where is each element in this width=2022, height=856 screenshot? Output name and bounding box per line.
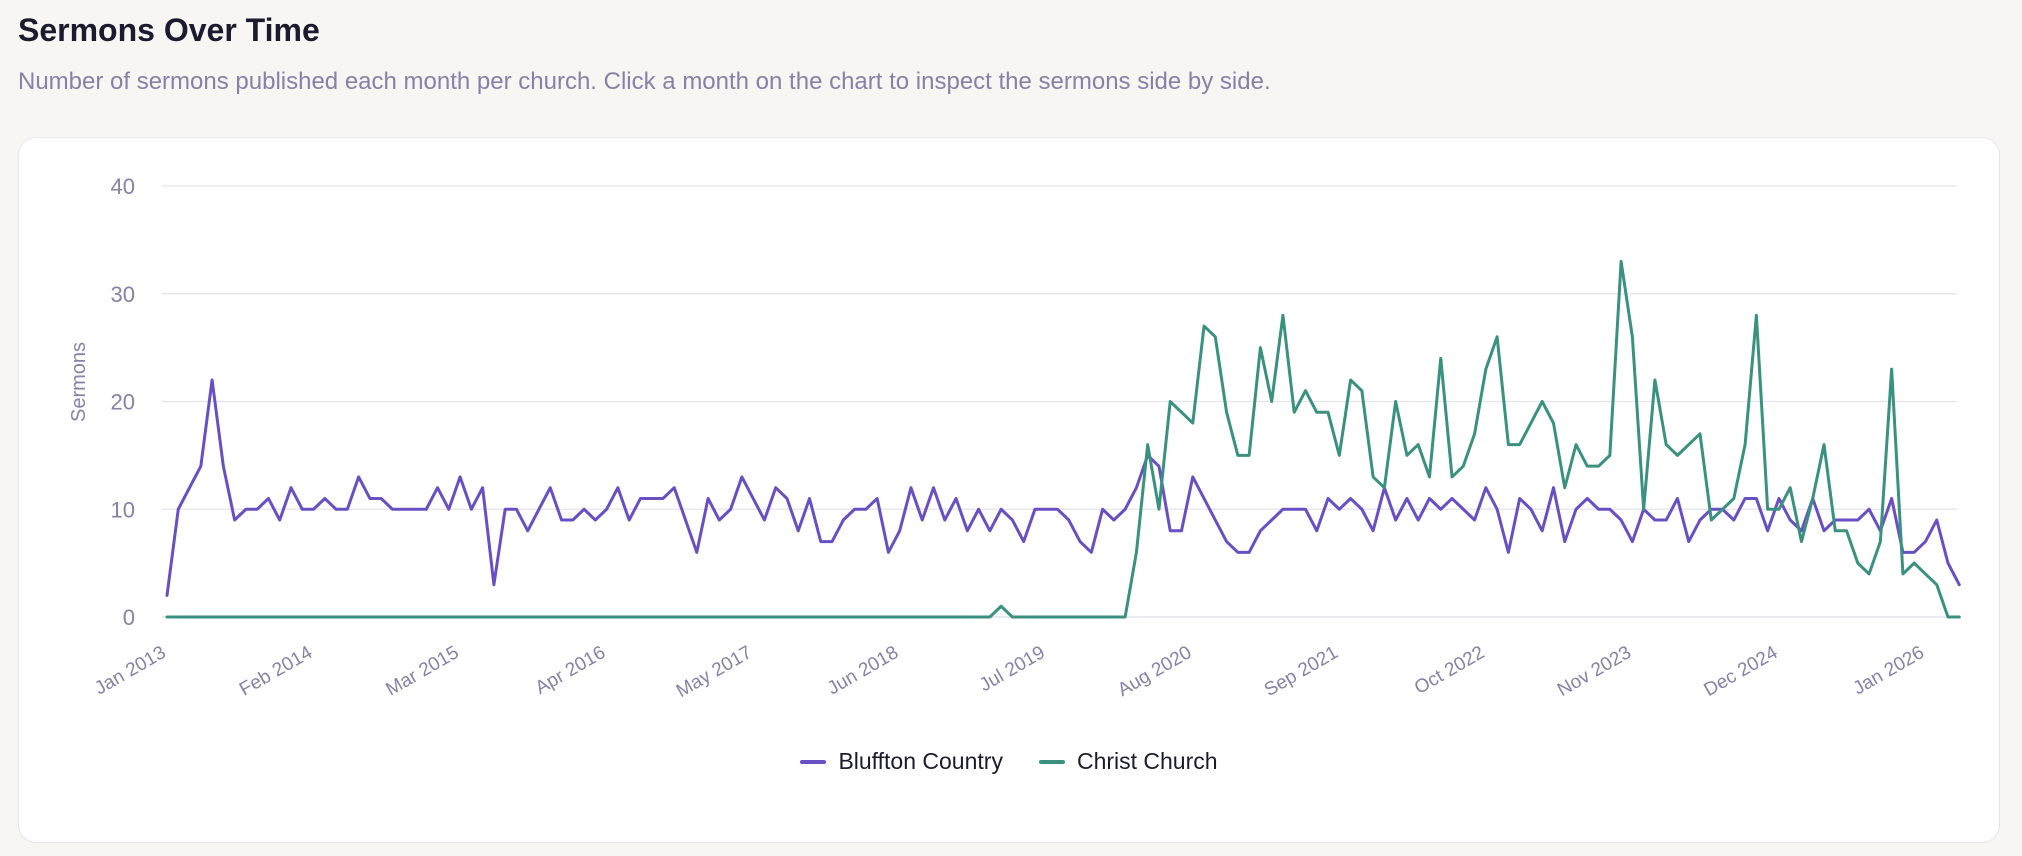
- chart-card: 0 10 20 30 40 Jan 2013 Feb 2014 Mar 2015 Apr 20…: [18, 137, 2000, 843]
- x-tick-label: Sep 2021: [1261, 642, 1342, 701]
- x-tick-label: Apr 2016: [532, 642, 609, 699]
- x-tick-label: Feb 2014: [236, 642, 316, 701]
- x-tick-label: Jul 2019: [976, 642, 1049, 696]
- y-tick-label: 10: [111, 497, 135, 522]
- y-tick-label: 40: [111, 174, 135, 199]
- y-tick-label: 20: [111, 390, 135, 415]
- sermons-line-chart[interactable]: 0 10 20 30 40 Jan 2013 Feb 2014 Mar 2015 Apr 20…: [19, 138, 2001, 844]
- x-tick-label: Jan 2013: [91, 642, 169, 699]
- series-line-bluffton-country[interactable]: [165, 378, 1961, 597]
- series-line-christ-church[interactable]: [165, 259, 1961, 619]
- x-tick-label: Jun 2018: [824, 642, 902, 699]
- x-tick-label: Jan 2026: [1850, 642, 1928, 699]
- grid-layer: [162, 185, 1957, 618]
- x-axis-ticks: Jan 2013 Feb 2014 Mar 2015 Apr 2016 May 2017…: [91, 642, 1928, 702]
- x-tick-label: May 2017: [673, 642, 756, 702]
- page-title: Sermons Over Time: [18, 12, 320, 48]
- legend-swatch-christ-church: [1038, 759, 1065, 764]
- legend-item-bluffton-country[interactable]: Bluffton Country: [800, 748, 1003, 775]
- legend-label-bluffton-country: Bluffton Country: [838, 748, 1003, 774]
- x-tick-label: Mar 2015: [383, 642, 463, 700]
- legend-label-christ-church: Christ Church: [1076, 748, 1218, 774]
- legend-swatch-bluffton-country: [800, 759, 827, 764]
- y-axis-ticks: 0 10 20 30 40: [111, 174, 135, 630]
- x-tick-label: Oct 2022: [1411, 642, 1488, 699]
- y-tick-label: 30: [111, 282, 135, 307]
- series-layer: [165, 259, 1961, 619]
- x-tick-label: Aug 2020: [1114, 642, 1195, 701]
- y-tick-label: 0: [123, 605, 135, 630]
- legend-item-christ-church[interactable]: Christ Church: [1038, 748, 1218, 775]
- x-tick-label: Dec 2024: [1700, 642, 1781, 701]
- y-axis-title: Sermons: [68, 342, 90, 422]
- x-tick-label: Nov 2023: [1554, 642, 1635, 701]
- chart-legend: Bluffton Country Christ Church: [19, 748, 1999, 775]
- page-subtitle: Number of sermons published each month p…: [18, 68, 1271, 95]
